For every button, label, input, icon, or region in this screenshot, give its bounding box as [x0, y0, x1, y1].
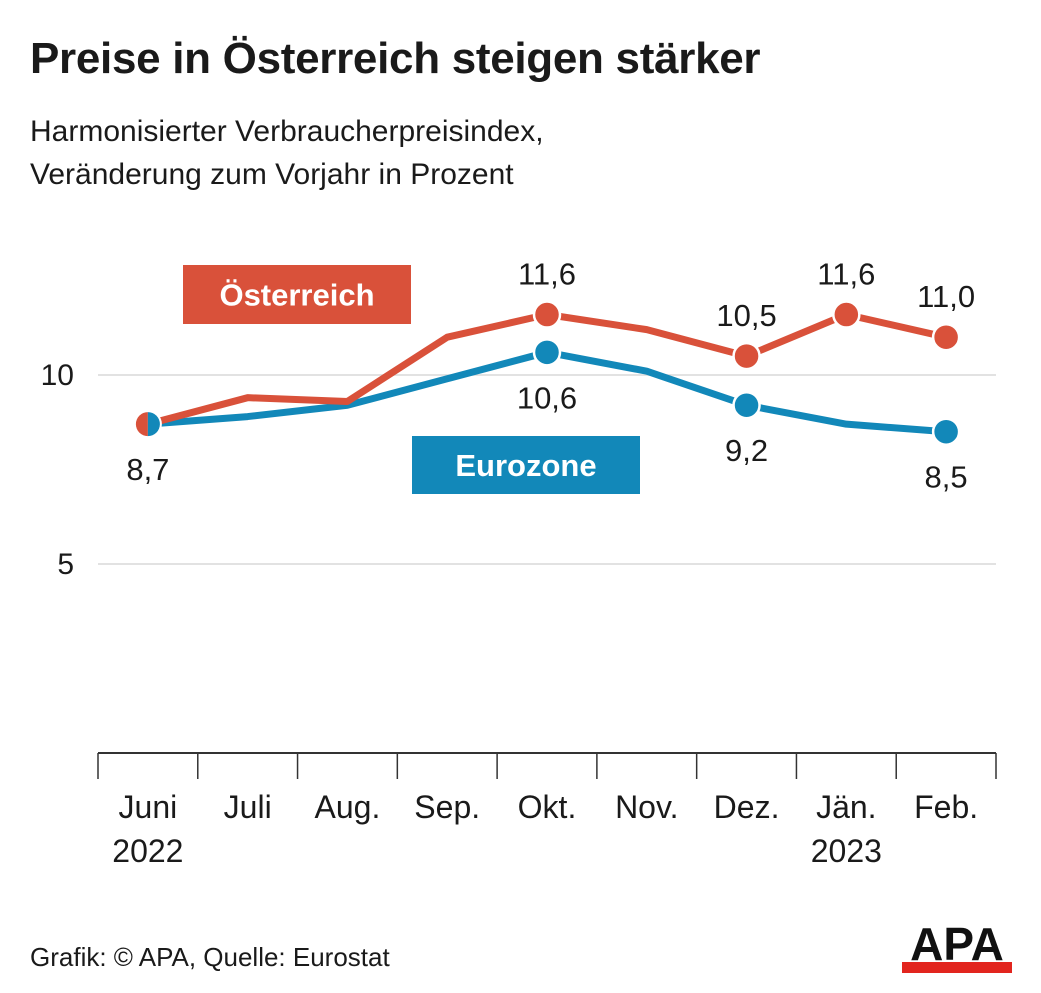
x-tick-label: Aug. — [315, 789, 381, 825]
series-point-oesterreich — [732, 341, 761, 371]
series-point-oesterreich — [532, 300, 562, 329]
data-label: 10,6 — [517, 380, 577, 415]
x-tick-label: Sep. — [414, 789, 480, 825]
series-point-eurozone — [732, 390, 761, 420]
legend-label-eurozone: Eurozone — [455, 448, 596, 483]
subtitle-line-1: Harmonisierter Verbraucherpreisindex, — [30, 115, 544, 148]
data-label: 10,5 — [716, 298, 776, 333]
y-tick-label: 5 — [57, 548, 74, 581]
x-tick-label: Juli — [224, 789, 272, 825]
x-tick-label: Juni — [119, 789, 178, 825]
series-point-oesterreich — [832, 300, 861, 329]
legend-label-oesterreich: Österreich — [219, 278, 374, 313]
data-label: 9,2 — [725, 433, 768, 468]
x-tick-label: Feb. — [914, 789, 978, 825]
apa-logo: APA — [902, 922, 1012, 973]
chart-subtitle: Harmonisierter Verbraucherpreisindex, Ve… — [30, 110, 544, 196]
start-point-eurozone — [147, 412, 160, 437]
start-point-oesterreich — [135, 412, 148, 437]
subtitle-line-2: Veränderung zum Vorjahr in Prozent — [30, 158, 514, 191]
data-label: 11,0 — [917, 279, 975, 314]
legend-box-eurozone — [412, 436, 640, 494]
x-tick-label: Nov. — [615, 789, 678, 825]
legend-box-oesterreich — [183, 265, 411, 324]
data-label: 8,5 — [925, 460, 968, 495]
x-tick-label: Dez. — [714, 789, 780, 825]
x-tick-year-label: 2023 — [811, 833, 882, 869]
data-label: 11,6 — [518, 257, 576, 292]
apa-logo-bar — [902, 962, 1012, 973]
source-credit: Grafik: © APA, Quelle: Eurostat — [30, 942, 390, 972]
series-point-oesterreich — [931, 322, 961, 352]
series-point-eurozone — [931, 417, 961, 446]
series-point-eurozone — [532, 338, 562, 367]
chart-title: Preise in Österreich steigen stärker — [30, 34, 761, 83]
data-label: 8,7 — [126, 452, 169, 487]
x-tick-year-label: 2022 — [112, 833, 183, 869]
x-tick-label: Okt. — [518, 789, 577, 825]
x-tick-label: Jän. — [816, 789, 876, 825]
y-tick-label: 10 — [41, 359, 74, 392]
data-label: 11,6 — [817, 257, 875, 292]
